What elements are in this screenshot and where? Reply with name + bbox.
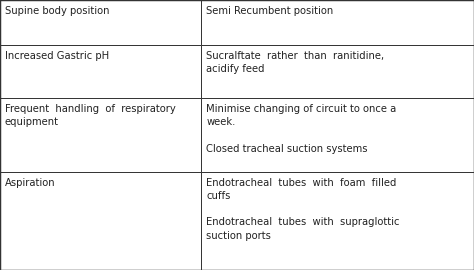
- Text: Semi Recumbent position: Semi Recumbent position: [206, 6, 333, 16]
- Text: Supine body position: Supine body position: [5, 6, 109, 16]
- Bar: [0, 172, 201, 270]
- Text: Sucralftate  rather  than  ranitidine,
acidify feed: Sucralftate rather than ranitidine, acid…: [206, 51, 384, 74]
- Text: Frequent  handling  of  respiratory
equipment: Frequent handling of respiratory equipme…: [5, 104, 175, 127]
- Text: Aspiration: Aspiration: [5, 178, 55, 188]
- Bar: [201, 98, 474, 172]
- Bar: [0, 98, 201, 172]
- Text: Endotracheal  tubes  with  foam  filled
cuffs

Endotracheal  tubes  with  suprag: Endotracheal tubes with foam filled cuff…: [206, 178, 400, 241]
- Text: Increased Gastric pH: Increased Gastric pH: [5, 51, 109, 61]
- Text: Minimise changing of circuit to once a
week.

Closed tracheal suction systems: Minimise changing of circuit to once a w…: [206, 104, 396, 154]
- Bar: [0, 45, 201, 98]
- Bar: [201, 0, 474, 45]
- Bar: [201, 172, 474, 270]
- Bar: [0, 0, 201, 45]
- Bar: [201, 45, 474, 98]
